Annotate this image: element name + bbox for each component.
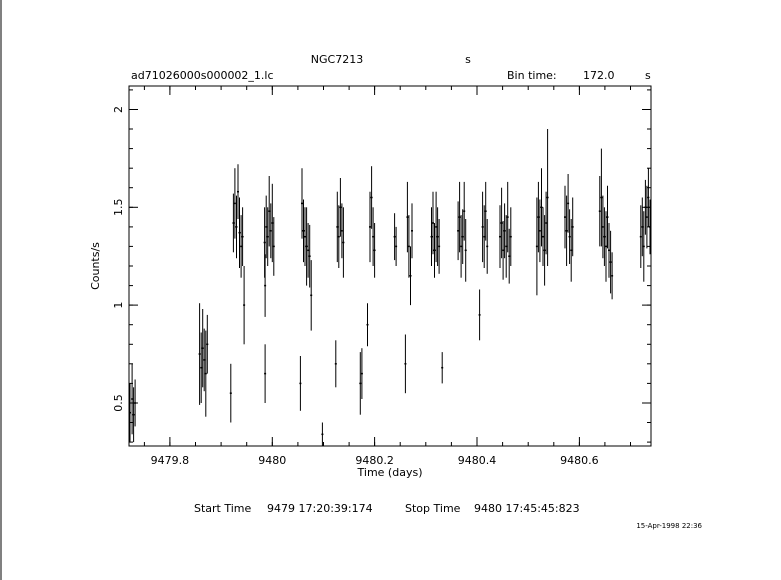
axis-tick-labels: 9479.8 9480 9480.2 9480.4 9480.6 0.5 1 1.5 2: [112, 106, 599, 467]
start-time-value: 9479 17:20:39:174: [267, 502, 373, 515]
y-tick-label: 2: [112, 106, 125, 113]
start-time-label: Start Time: [194, 502, 252, 515]
bin-time-value: 172.0: [583, 69, 615, 82]
chart-title: NGC7213: [311, 53, 363, 66]
stop-time-value: 9480 17:45:45:823: [474, 502, 580, 515]
chart-title-suffix: s: [465, 53, 471, 66]
x-tick-label: 9479.8: [151, 454, 190, 467]
y-tick-label: 0.5: [112, 394, 125, 412]
bin-time-unit: s: [645, 69, 651, 82]
x-tick-label: 9480.6: [560, 454, 599, 467]
plot-frame: [128, 85, 652, 447]
y-tick-label: 1: [112, 302, 125, 309]
date-stamp: 15-Apr-1998 22:36: [636, 522, 702, 530]
x-axis-label: Time (days): [357, 466, 423, 479]
x-tick-label: 9480: [258, 454, 286, 467]
stop-time-label: Stop Time: [405, 502, 461, 515]
y-tick-label: 1.5: [112, 199, 125, 217]
file-label: ad71026000s000002_1.lc: [131, 69, 274, 82]
y-axis-label: Counts/s: [89, 242, 102, 290]
x-tick-label: 9480.4: [458, 454, 497, 467]
axis-ticks: [129, 86, 651, 446]
x-tick-label: 9480.2: [355, 454, 394, 467]
bin-time-label: Bin time:: [507, 69, 557, 82]
data-points: [129, 129, 651, 446]
